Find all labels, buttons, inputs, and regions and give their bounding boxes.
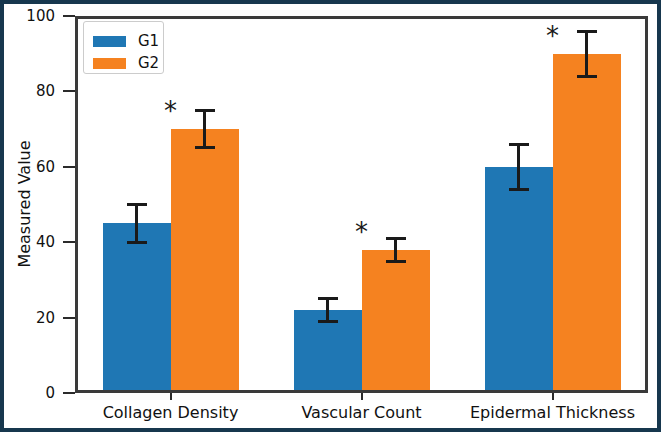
y-tick-mark — [63, 392, 75, 394]
x-tick-mark — [361, 393, 363, 400]
errorbar-cap-bottom-g2-vascular-count — [386, 260, 406, 263]
y-tick-mark — [63, 166, 75, 168]
errorbar-cap-top-g1-vascular-count — [318, 297, 338, 300]
y-tick-mark — [63, 15, 75, 17]
bar-g1-collagen-density — [103, 223, 171, 393]
errorbar-g2-vascular-count — [394, 238, 397, 261]
errorbar-g1-collagen-density — [135, 205, 138, 243]
errorbar-cap-top-g1-epidermal-thickness — [509, 143, 529, 146]
legend-swatch-g2 — [93, 58, 126, 69]
x-tick-label: Collagen Density — [75, 402, 267, 424]
legend: G1 G2 — [83, 21, 164, 74]
bar-g2-epidermal-thickness — [553, 54, 621, 393]
x-tick-mark — [552, 393, 554, 400]
errorbar-cap-top-g2-epidermal-thickness — [577, 30, 597, 33]
significance-marker-collagen-density: * — [158, 98, 184, 124]
bar-g1-epidermal-thickness — [485, 167, 553, 393]
errorbar-cap-bottom-g1-collagen-density — [127, 241, 147, 244]
errorbar-g2-epidermal-thickness — [585, 31, 588, 76]
errorbar-cap-bottom-g1-epidermal-thickness — [509, 188, 529, 191]
errorbar-g2-collagen-density — [203, 110, 206, 148]
x-tick-label: Epidermal Thickness — [457, 402, 649, 424]
errorbar-g1-vascular-count — [326, 299, 329, 322]
errorbar-cap-top-g2-vascular-count — [386, 237, 406, 240]
errorbar-cap-bottom-g2-epidermal-thickness — [577, 75, 597, 78]
y-tick-label: 20 — [0, 308, 55, 328]
errorbar-g1-epidermal-thickness — [517, 144, 520, 189]
legend-label-g1: G1 — [138, 34, 159, 49]
errorbar-cap-top-g1-collagen-density — [127, 203, 147, 206]
legend-item-g2: G2 — [93, 52, 154, 74]
y-tick-label: 80 — [0, 81, 55, 101]
bar-g2-collagen-density — [171, 129, 239, 393]
x-tick-label: Vascular Count — [266, 402, 458, 424]
y-tick-mark — [63, 241, 75, 243]
legend-item-g1: G1 — [93, 30, 154, 52]
bar-chart-figure: Measured Value G1 G2 020406080100Collage… — [0, 0, 661, 432]
y-tick-mark — [63, 317, 75, 319]
errorbar-cap-top-g2-collagen-density — [195, 109, 215, 112]
bar-g2-vascular-count — [362, 250, 430, 393]
errorbar-cap-bottom-g1-vascular-count — [318, 320, 338, 323]
legend-label-g2: G2 — [138, 56, 159, 71]
significance-marker-epidermal-thickness: * — [540, 23, 566, 49]
y-tick-label: 100 — [0, 6, 55, 26]
legend-swatch-g1 — [93, 36, 126, 47]
significance-marker-vascular-count: * — [349, 219, 375, 245]
x-tick-mark — [170, 393, 172, 400]
y-tick-label: 40 — [0, 232, 55, 252]
y-tick-label: 0 — [0, 383, 55, 403]
errorbar-cap-bottom-g2-collagen-density — [195, 146, 215, 149]
y-tick-label: 60 — [0, 157, 55, 177]
y-tick-mark — [63, 90, 75, 92]
